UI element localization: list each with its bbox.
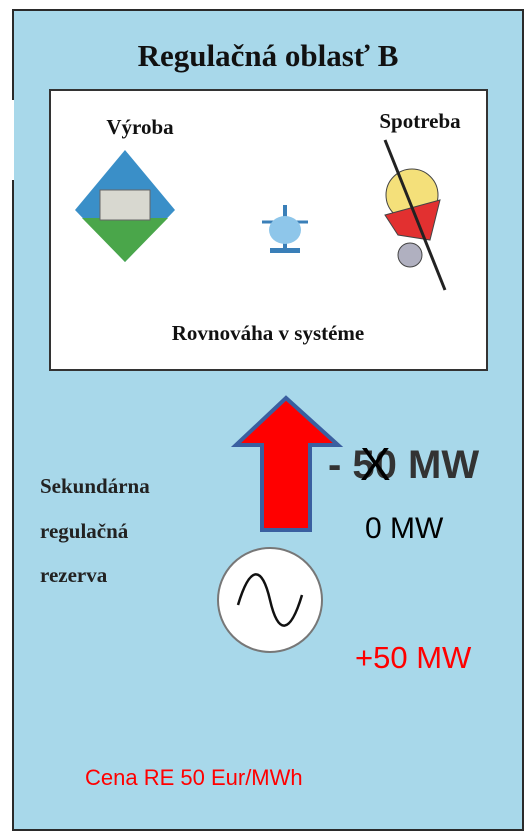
production-label: Výroba bbox=[106, 115, 174, 139]
current-flow: 0 MW bbox=[365, 512, 444, 545]
generator bbox=[217, 547, 323, 653]
price-label: Cena RE 50 Eur/MWh bbox=[85, 765, 303, 790]
production-icon bbox=[75, 150, 175, 262]
reserve-line: rezerva bbox=[40, 563, 108, 587]
reserve-line: regulačná bbox=[40, 519, 129, 543]
balance-icon bbox=[262, 205, 308, 253]
balance-label: Rovnováha v systéme bbox=[172, 321, 365, 345]
strike-mark: X bbox=[360, 438, 391, 490]
previous-flow: - 50 MW bbox=[328, 443, 479, 487]
reserve-line: Sekundárna bbox=[40, 474, 150, 498]
planned-flow: +50 MW bbox=[355, 640, 472, 675]
consumption-label: Spotreba bbox=[379, 109, 461, 133]
consumption-icon bbox=[383, 139, 447, 291]
white-strip bbox=[0, 100, 14, 180]
up-arrow bbox=[230, 395, 344, 532]
title: Regulačná oblasť B bbox=[138, 38, 399, 73]
